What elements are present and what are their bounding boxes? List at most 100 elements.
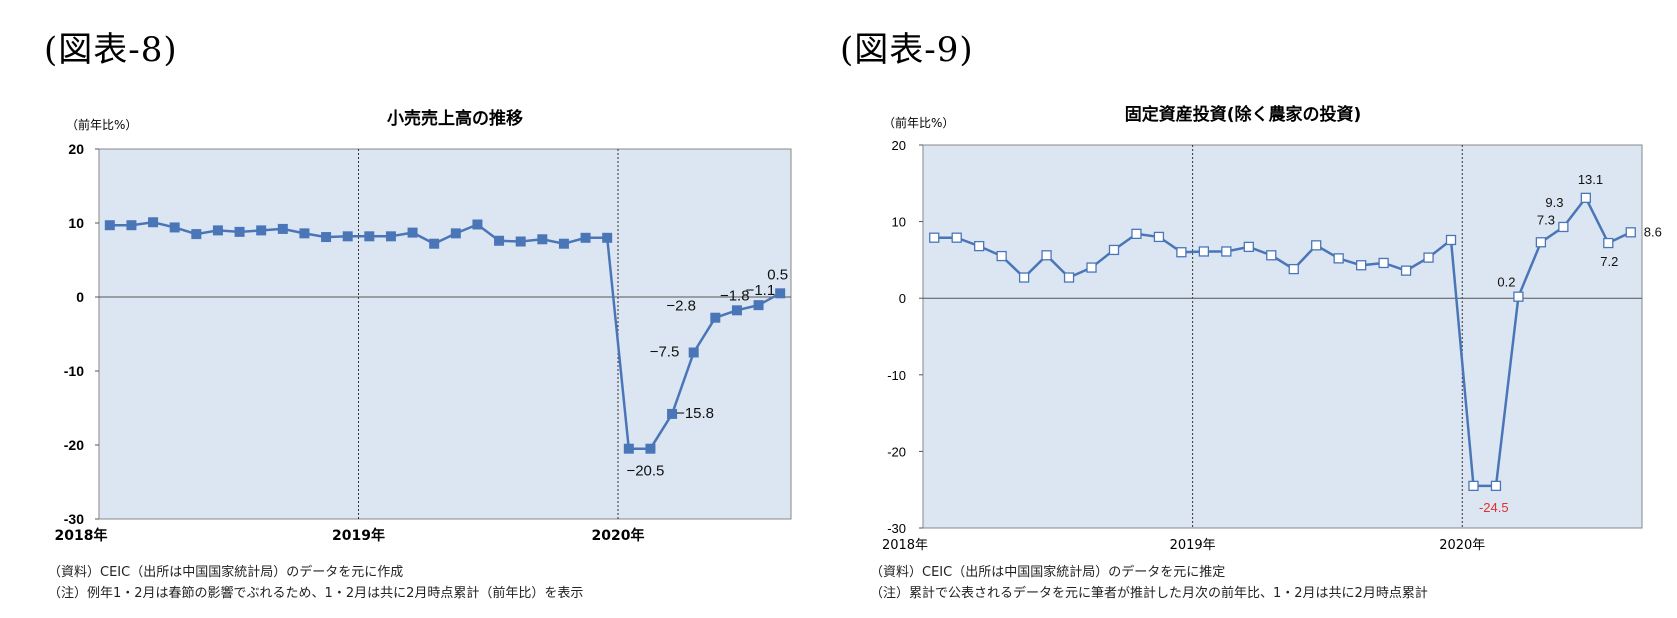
data-point (148, 217, 159, 228)
fixed-asset-investment-chart: 固定資産投資(除く農家の投資) （前年比%） 20 10 0 -10 -20 -30 2018年… (882, 104, 1662, 553)
data-point (299, 228, 310, 239)
data-point (104, 220, 115, 231)
data-point (1378, 257, 1389, 269)
data-point (1243, 241, 1254, 253)
y-tick-label: -10 (64, 363, 84, 379)
data-point (929, 232, 940, 243)
x-tick-label: 2020年 (592, 527, 645, 544)
data-point (1288, 263, 1299, 275)
x-tick-label: 2019年 (1170, 538, 1216, 553)
data-point (169, 222, 180, 233)
data-point (710, 312, 721, 323)
data-point (321, 232, 332, 243)
data-point (1176, 247, 1187, 258)
data-point (1086, 262, 1097, 273)
data-point (1490, 480, 1502, 492)
data-point (1513, 291, 1524, 302)
data-point (256, 225, 267, 236)
data-label: -24.5 (1479, 500, 1509, 515)
source-note: （資料）CEIC（出所は中国国家統計局）のデータを元に推定 (870, 565, 1226, 580)
x-tick-label: 2020年 (1439, 538, 1485, 553)
data-label: 8.6 (1644, 224, 1662, 239)
data-point (212, 225, 223, 236)
data-point (342, 231, 353, 242)
data-point (1041, 250, 1052, 261)
data-point (1333, 253, 1344, 264)
y-tick-label: -30 (887, 521, 906, 536)
y-tick-label: -20 (64, 437, 84, 453)
data-label: −15.8 (676, 405, 714, 422)
data-point (1423, 252, 1434, 263)
data-point (1445, 234, 1457, 246)
data-point (951, 232, 962, 243)
data-label: 7.2 (1600, 254, 1618, 269)
data-point (494, 235, 505, 246)
y-tick-label: 0 (76, 289, 84, 305)
data-point (623, 443, 634, 454)
x-tick-label: 2018年 (55, 527, 108, 544)
footnote: （注）例年1・2月は春節の影響でぶれるため、1・2月は共に2月時点累計（前年比）… (48, 586, 584, 601)
data-point (996, 250, 1007, 262)
data-point (558, 238, 569, 249)
data-point (1535, 237, 1547, 248)
data-label: 13.1 (1578, 172, 1603, 187)
y-axis-label: （前年比%） (66, 117, 137, 132)
data-label: 0.2 (1497, 275, 1515, 290)
data-point (1558, 221, 1569, 233)
chart-panel-fixed-asset-investment: (図表-9) 固定資産投資(除く農家の投資) （前年比%） 20 10 0 -10 -20 -… (840, 0, 1677, 618)
data-point (731, 305, 742, 316)
data-point (407, 227, 418, 238)
data-point (1266, 250, 1277, 261)
chart-title: 小売売上高の推移 (387, 108, 523, 129)
data-point (191, 229, 202, 240)
data-point (364, 231, 375, 242)
data-point (450, 228, 461, 239)
data-label: 0.5 (767, 266, 788, 283)
chart-title: 固定資産投資(除く農家の投資) (1125, 104, 1362, 125)
footnote: （注）累計で公表されるデータを元に筆者が推計した月次の前年比、1・2月は共に2月… (870, 586, 1428, 601)
data-point (753, 300, 764, 311)
data-point (385, 231, 396, 242)
data-point (775, 288, 786, 299)
data-label: −7.5 (650, 344, 680, 361)
data-point (1153, 231, 1165, 243)
data-point (1198, 246, 1210, 257)
y-tick-label: 0 (899, 291, 906, 306)
chart-panel-retail-sales: (図表-8) 小売売上高の推移 （前年比%） 20 10 0 -10 -20 -30 2018年… (44, 30, 792, 601)
y-tick-label: 20 (892, 138, 906, 153)
figure-label: (図表-9) (840, 30, 974, 70)
data-label: −1.1 (746, 282, 776, 299)
data-point (688, 347, 699, 358)
data-point (1131, 228, 1142, 240)
y-tick-label: -30 (64, 511, 84, 527)
data-point (1580, 192, 1591, 204)
data-point (537, 234, 548, 245)
y-tick-label: -10 (887, 368, 906, 383)
data-point (1018, 272, 1030, 283)
data-point (1400, 265, 1412, 276)
data-point (602, 232, 613, 243)
data-point (234, 226, 245, 237)
data-point (1108, 244, 1120, 256)
data-point (126, 220, 137, 231)
y-tick-label: 20 (68, 141, 84, 157)
data-point (667, 408, 678, 419)
data-point (580, 232, 591, 243)
data-point (1603, 237, 1614, 249)
data-label: 9.3 (1545, 195, 1563, 210)
data-label: −1.8 (720, 287, 750, 304)
x-tick-label: 2019年 (332, 527, 385, 544)
data-point (645, 443, 656, 454)
figure-label: (図表-8) (44, 30, 178, 70)
y-tick-label: -20 (887, 444, 906, 459)
plot-area (922, 144, 1643, 529)
data-label: 7.3 (1537, 212, 1555, 227)
data-point (472, 219, 483, 230)
y-tick-label: 10 (68, 215, 84, 231)
data-point (1468, 480, 1479, 492)
source-note: （資料）CEIC（出所は中国国家統計局）のデータを元に作成 (48, 565, 404, 580)
data-point (429, 238, 440, 249)
data-label: −20.5 (626, 463, 664, 480)
data-point (1625, 227, 1636, 238)
